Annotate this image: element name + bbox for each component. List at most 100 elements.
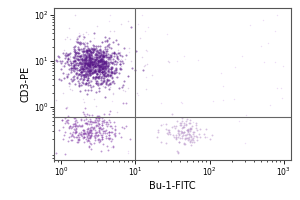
Point bbox=[87, 50, 92, 53]
Point bbox=[46, 74, 51, 77]
Point bbox=[110, 71, 114, 75]
Point bbox=[31, 56, 36, 59]
Point bbox=[60, 137, 65, 140]
Point bbox=[211, 99, 215, 102]
Point bbox=[98, 62, 103, 65]
Point bbox=[110, 92, 115, 95]
Point bbox=[185, 118, 190, 121]
Point bbox=[68, 70, 73, 73]
Point bbox=[95, 59, 100, 62]
Point bbox=[101, 64, 106, 67]
Point bbox=[74, 71, 78, 74]
Point bbox=[104, 82, 109, 85]
Point bbox=[85, 78, 89, 82]
Point bbox=[194, 136, 199, 139]
Point bbox=[91, 67, 95, 70]
Point bbox=[97, 72, 102, 75]
Point bbox=[114, 71, 118, 74]
Point bbox=[114, 55, 119, 58]
Point bbox=[121, 101, 126, 104]
Point bbox=[64, 54, 69, 57]
Point bbox=[98, 83, 103, 86]
Point bbox=[83, 57, 88, 60]
Point bbox=[101, 79, 106, 82]
Point bbox=[84, 139, 89, 142]
Point bbox=[120, 83, 125, 87]
Point bbox=[107, 61, 112, 64]
Point bbox=[92, 121, 97, 124]
Point bbox=[188, 136, 193, 139]
Point bbox=[85, 62, 90, 65]
Point bbox=[90, 60, 94, 63]
Point bbox=[81, 133, 86, 136]
Point bbox=[82, 53, 87, 57]
Point bbox=[84, 56, 88, 59]
Point bbox=[108, 14, 112, 17]
Point bbox=[88, 126, 92, 129]
Point bbox=[109, 99, 114, 102]
Point bbox=[76, 63, 80, 66]
Point bbox=[76, 54, 80, 57]
Point bbox=[92, 65, 97, 68]
Point bbox=[103, 56, 108, 59]
Point bbox=[244, 114, 248, 117]
Point bbox=[97, 118, 102, 121]
Point bbox=[106, 57, 110, 60]
Point bbox=[76, 54, 81, 58]
Point bbox=[105, 72, 110, 76]
Point bbox=[100, 57, 104, 60]
Point bbox=[180, 131, 185, 135]
Point bbox=[93, 139, 98, 142]
Point bbox=[108, 61, 113, 64]
Point bbox=[97, 67, 101, 70]
Point bbox=[99, 61, 104, 64]
Point bbox=[84, 137, 88, 140]
Point bbox=[82, 58, 87, 61]
Point bbox=[107, 74, 112, 78]
Point bbox=[89, 57, 94, 60]
Point bbox=[90, 120, 94, 124]
Point bbox=[85, 52, 90, 55]
Point bbox=[187, 133, 191, 136]
Point bbox=[274, 86, 279, 90]
Point bbox=[76, 133, 81, 137]
Point bbox=[177, 134, 182, 137]
Point bbox=[98, 55, 102, 58]
Point bbox=[106, 65, 111, 68]
Point bbox=[240, 54, 244, 57]
Point bbox=[93, 50, 98, 53]
Point bbox=[76, 78, 81, 81]
Point bbox=[102, 60, 107, 63]
Point bbox=[87, 49, 92, 52]
Point bbox=[50, 91, 55, 94]
Point bbox=[50, 80, 55, 83]
Point bbox=[63, 106, 68, 109]
Point bbox=[187, 132, 191, 135]
Point bbox=[92, 48, 96, 51]
Point bbox=[101, 49, 106, 53]
Point bbox=[106, 57, 111, 60]
Point bbox=[79, 125, 84, 128]
Point bbox=[91, 135, 96, 138]
Point bbox=[83, 73, 88, 76]
Point bbox=[78, 62, 83, 65]
Point bbox=[99, 57, 104, 60]
Point bbox=[79, 70, 83, 73]
Point bbox=[100, 50, 105, 53]
Point bbox=[89, 69, 94, 72]
Point bbox=[77, 62, 82, 65]
Point bbox=[40, 11, 45, 14]
Point bbox=[49, 67, 54, 70]
Point bbox=[106, 133, 111, 136]
Point bbox=[88, 129, 92, 132]
Point bbox=[84, 113, 89, 116]
Point bbox=[111, 41, 116, 44]
Point bbox=[103, 60, 108, 63]
Point bbox=[79, 135, 84, 138]
Point bbox=[96, 56, 101, 59]
Point bbox=[81, 35, 86, 39]
Point bbox=[106, 122, 110, 125]
Point bbox=[70, 61, 75, 64]
Point bbox=[55, 59, 60, 62]
Point bbox=[112, 50, 117, 54]
